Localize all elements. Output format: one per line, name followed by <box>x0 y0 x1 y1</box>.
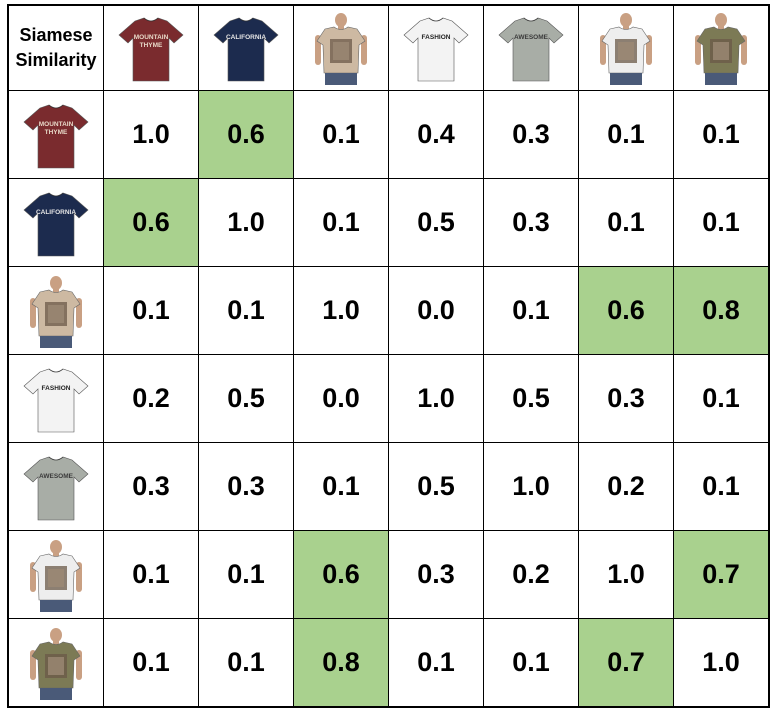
svg-text:MOUNTAIN: MOUNTAIN <box>39 121 74 128</box>
similarity-cell: 1.0 <box>578 530 674 619</box>
similarity-cell: 0.2 <box>578 442 674 531</box>
similarity-cell: 0.5 <box>483 354 579 443</box>
row-header-maroon-tee: MOUNTAIN THYME <box>7 90 104 179</box>
similarity-cell: 0.6 <box>198 90 294 179</box>
similarity-cell: 1.0 <box>198 178 294 267</box>
grey-tee-thumbnail: AWESOME <box>23 456 89 520</box>
beige-print-tee-thumbnail <box>315 13 367 85</box>
similarity-cell: 0.1 <box>673 354 770 443</box>
similarity-cell: 1.0 <box>293 266 389 355</box>
svg-text:THYME: THYME <box>140 42 163 49</box>
matrix-row: FASHION 0.2 0.5 0.0 1.0 0.5 0.3 0.1 <box>7 354 770 443</box>
olive-print-tee-thumbnail <box>695 13 747 85</box>
similarity-cell: 0.6 <box>578 266 674 355</box>
matrix-row: 0.1 0.1 0.8 0.1 0.1 0.7 1.0 <box>7 618 770 708</box>
corner-label-line1: Siamese <box>19 25 93 45</box>
similarity-cell: 0.3 <box>198 442 294 531</box>
matrix-row: 0.1 0.1 0.6 0.3 0.2 1.0 0.7 <box>7 530 770 619</box>
svg-text:AWESOME: AWESOME <box>514 34 549 41</box>
matrix-row: CALIFORNIA 0.6 1.0 0.1 0.5 0.3 0.1 0.1 <box>7 178 770 267</box>
svg-text:FASHION: FASHION <box>42 385 71 392</box>
similarity-cell: 0.5 <box>388 178 484 267</box>
similarity-cell: 1.0 <box>483 442 579 531</box>
similarity-matrix: Siamese Similarity MOUNTAIN THYME CALIFORN… <box>7 4 770 708</box>
svg-text:CALIFORNIA: CALIFORNIA <box>36 209 76 216</box>
similarity-cell: 0.1 <box>578 90 674 179</box>
similarity-cell: 0.5 <box>198 354 294 443</box>
similarity-cell: 0.1 <box>673 90 770 179</box>
svg-text:MOUNTAIN: MOUNTAIN <box>134 34 169 41</box>
column-header-grey-tee: AWESOME <box>483 4 579 91</box>
row-header-olive-print-tee <box>7 618 104 708</box>
similarity-cell: 0.1 <box>198 266 294 355</box>
navy-tee-thumbnail: CALIFORNIA <box>213 17 279 82</box>
row-header-white-print-tee <box>7 530 104 619</box>
column-header-beige-print-tee <box>293 4 389 91</box>
similarity-cell: 0.1 <box>293 178 389 267</box>
matrix-row: MOUNTAIN THYME 1.0 0.6 0.1 0.4 0.3 0.1 0.1 <box>7 90 770 179</box>
svg-text:CALIFORNIA: CALIFORNIA <box>226 34 266 41</box>
similarity-cell: 0.0 <box>388 266 484 355</box>
similarity-cell: 0.3 <box>483 90 579 179</box>
svg-text:AWESOME: AWESOME <box>39 473 74 480</box>
beige-print-tee-thumbnail <box>30 275 82 348</box>
similarity-cell: 0.1 <box>673 178 770 267</box>
similarity-cell: 0.1 <box>198 618 294 708</box>
similarity-cell: 0.8 <box>293 618 389 708</box>
similarity-cell: 0.7 <box>578 618 674 708</box>
similarity-cell: 0.2 <box>483 530 579 619</box>
similarity-cell: 0.6 <box>103 178 199 267</box>
row-header-grey-tee: AWESOME <box>7 442 104 531</box>
matrix-row: 0.1 0.1 1.0 0.0 0.1 0.6 0.8 <box>7 266 770 355</box>
similarity-cell: 0.1 <box>103 530 199 619</box>
navy-tee-thumbnail: CALIFORNIA <box>23 192 89 256</box>
corner-label-line2: Similarity <box>15 50 97 70</box>
column-header-maroon-tee: MOUNTAIN THYME <box>103 4 199 91</box>
similarity-cell: 0.5 <box>388 442 484 531</box>
olive-print-tee-thumbnail <box>30 627 82 700</box>
white-print-tee-thumbnail <box>30 539 82 612</box>
column-header-navy-tee: CALIFORNIA <box>198 4 294 91</box>
similarity-cell: 0.1 <box>673 442 770 531</box>
similarity-cell: 0.6 <box>293 530 389 619</box>
svg-text:FASHION: FASHION <box>422 34 451 41</box>
similarity-cell: 0.7 <box>673 530 770 619</box>
column-header-olive-print-tee <box>673 4 770 91</box>
similarity-cell: 0.3 <box>103 442 199 531</box>
similarity-cell: 0.4 <box>388 90 484 179</box>
similarity-cell: 0.1 <box>293 90 389 179</box>
svg-text:THYME: THYME <box>45 129 68 136</box>
corner-label: Siamese Similarity <box>7 4 104 91</box>
similarity-cell: 0.1 <box>198 530 294 619</box>
similarity-cell: 0.3 <box>483 178 579 267</box>
white-tee-thumbnail: FASHION <box>23 368 89 432</box>
similarity-cell: 0.8 <box>673 266 770 355</box>
similarity-cell: 0.0 <box>293 354 389 443</box>
similarity-cell: 0.1 <box>578 178 674 267</box>
header-row: Siamese Similarity MOUNTAIN THYME CALIFORN… <box>7 4 770 91</box>
grey-tee-thumbnail: AWESOME <box>498 17 564 82</box>
similarity-cell: 0.1 <box>388 618 484 708</box>
similarity-cell: 1.0 <box>388 354 484 443</box>
similarity-cell: 0.1 <box>293 442 389 531</box>
white-print-tee-thumbnail <box>600 13 652 85</box>
similarity-cell: 1.0 <box>673 618 770 708</box>
white-tee-thumbnail: FASHION <box>403 17 469 82</box>
row-header-navy-tee: CALIFORNIA <box>7 178 104 267</box>
similarity-cell: 1.0 <box>103 90 199 179</box>
row-header-white-tee: FASHION <box>7 354 104 443</box>
similarity-cell: 0.2 <box>103 354 199 443</box>
row-header-beige-print-tee <box>7 266 104 355</box>
column-header-white-print-tee <box>578 4 674 91</box>
similarity-cell: 0.1 <box>103 266 199 355</box>
column-header-white-tee: FASHION <box>388 4 484 91</box>
similarity-cell: 0.3 <box>578 354 674 443</box>
similarity-cell: 0.1 <box>103 618 199 708</box>
similarity-cell: 0.3 <box>388 530 484 619</box>
similarity-cell: 0.1 <box>483 266 579 355</box>
similarity-cell: 0.1 <box>483 618 579 708</box>
matrix-row: AWESOME 0.3 0.3 0.1 0.5 1.0 0.2 0.1 <box>7 442 770 531</box>
